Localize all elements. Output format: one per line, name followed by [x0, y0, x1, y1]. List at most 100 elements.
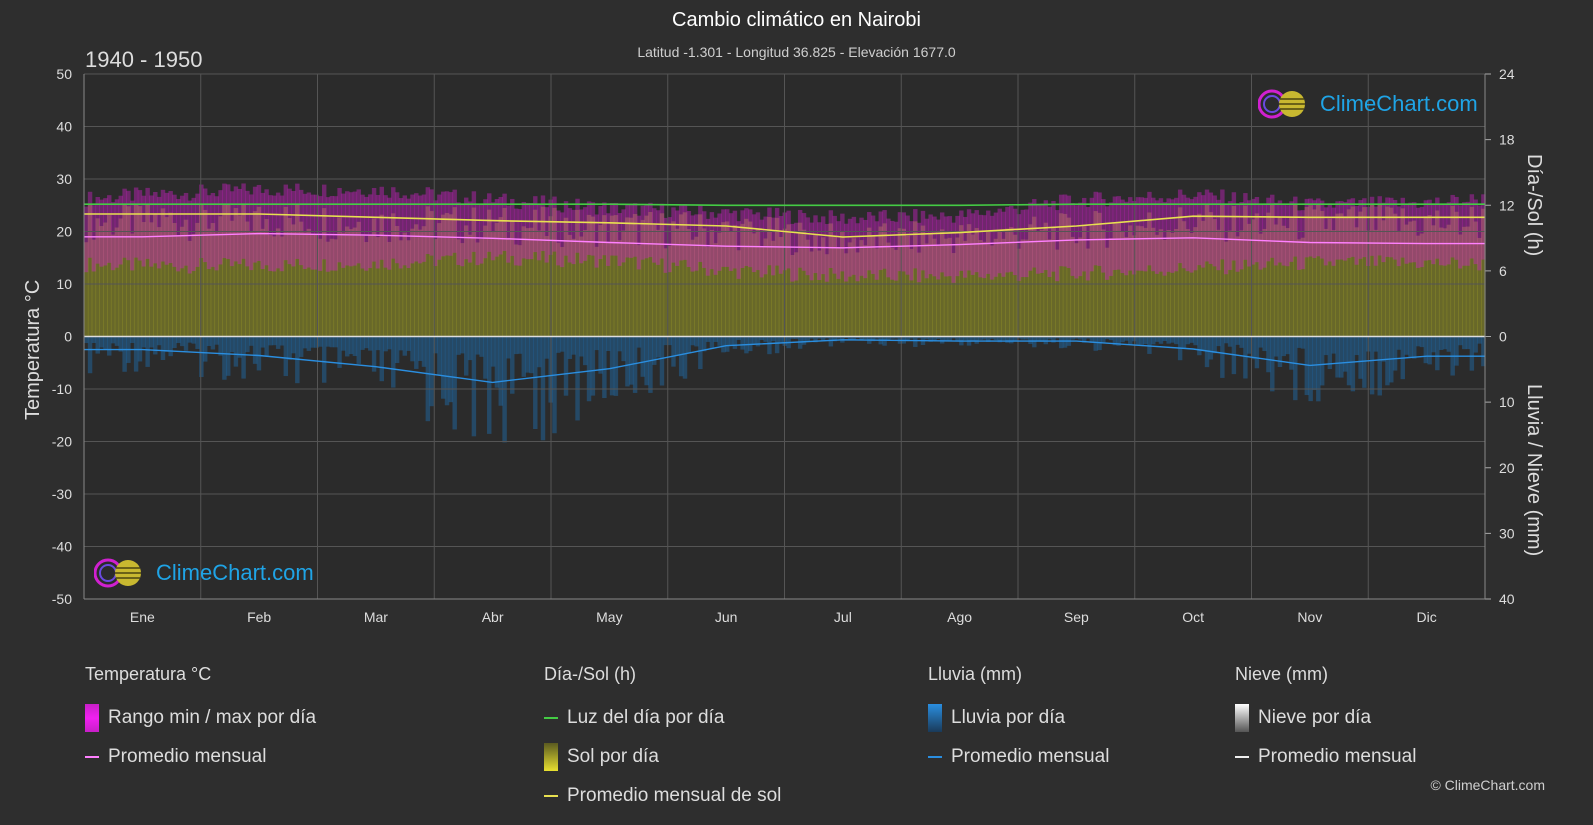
- temp-range-day-bar: [318, 196, 323, 271]
- chart-title: Cambio climático en Nairobi: [672, 9, 921, 31]
- sun-day-bar: [1250, 219, 1256, 337]
- sun-day-bar: [1281, 225, 1287, 337]
- sun-day-bar: [744, 218, 749, 337]
- rain-day-bar: [1465, 336, 1471, 350]
- temp-range-day-bar: [1062, 194, 1068, 267]
- sun-day-bar: [1001, 238, 1006, 337]
- temp-range-day-bar: [878, 211, 883, 271]
- temp-range-day-bar: [1177, 189, 1183, 264]
- sun-day-bar: [920, 225, 926, 337]
- rain-day-bar: [556, 336, 561, 353]
- sun-day-bar: [463, 225, 469, 337]
- temp-range-day-bar: [962, 216, 968, 278]
- temp-range-day-bar: [164, 192, 170, 265]
- sun-day-bar: [1101, 229, 1106, 337]
- rain-day-bar: [1200, 336, 1206, 350]
- temp-range-day-bar: [951, 222, 956, 283]
- temp-range-day-bar: [598, 206, 603, 260]
- temp-range-day-bar: [571, 209, 576, 265]
- temp-range-day-bar: [452, 189, 457, 253]
- month-label: Ago: [947, 609, 972, 625]
- temp-range-day-bar: [118, 195, 123, 265]
- rain-day-bar: [1319, 336, 1325, 386]
- rain-day-bar: [1001, 336, 1006, 340]
- rain-day-bar: [218, 336, 223, 356]
- temp-avg-line: [84, 232, 1485, 249]
- rain-day-bar: [1243, 336, 1248, 379]
- sun-day-bar: [279, 236, 285, 337]
- sun-day-bar: [893, 249, 899, 337]
- sun-day-bar: [394, 226, 400, 337]
- sun-day-bar: [652, 225, 657, 337]
- rain-day-bar: [874, 336, 880, 339]
- logo-bottom[interactable]: ClimeChart.com: [94, 557, 314, 589]
- rain-day-bar: [736, 336, 741, 340]
- temp-range-day-bar: [640, 205, 645, 260]
- rain-day-bar: [682, 336, 688, 379]
- sun-day-bar: [525, 228, 530, 337]
- rain-day-bar: [771, 336, 776, 342]
- temp-range-day-bar: [675, 210, 680, 266]
- sun-day-bar: [1461, 226, 1467, 337]
- rain-day-bar: [1058, 336, 1064, 349]
- temp-range-day-bar: [498, 196, 503, 255]
- temp-range-day-bar: [471, 191, 477, 252]
- rain-day-bar: [241, 336, 246, 379]
- sun-day-bar: [867, 227, 872, 337]
- sun-day-bar: [1458, 234, 1463, 337]
- temp-range-day-bar: [1312, 200, 1317, 259]
- sun-day-bar: [498, 217, 503, 337]
- sun-day-bar: [939, 229, 945, 337]
- rain-day-bar: [252, 336, 258, 364]
- rain-day-bar: [1358, 336, 1363, 379]
- rain-day-bar: [1442, 336, 1448, 350]
- rain-day-bar: [732, 336, 738, 349]
- rain-day-bar: [1101, 336, 1106, 343]
- rain-day-bar: [444, 336, 450, 406]
- temp-range-day-bar: [678, 204, 684, 261]
- temp-range-day-bar: [1262, 203, 1267, 268]
- temp-range-day-bar: [836, 221, 841, 279]
- sun-day-bar: [748, 221, 753, 337]
- temp-range-day-bar: [767, 207, 772, 266]
- sun-day-bar: [797, 222, 803, 337]
- rain-day-bar: [371, 336, 377, 372]
- rain-day-bar: [279, 336, 285, 346]
- temp-range-day-bar: [1112, 196, 1118, 271]
- right-top-tick-label: 18: [1499, 132, 1515, 148]
- sun-day-bar: [1473, 221, 1478, 337]
- rain-day-bar: [659, 336, 665, 386]
- sun-day-bar: [487, 209, 492, 337]
- temp-range-day-bar: [153, 191, 158, 264]
- temp-range-day-bar: [1101, 199, 1106, 273]
- temp-range-day-bar: [1189, 199, 1194, 273]
- sun-day-bar: [1377, 204, 1382, 337]
- temp-range-day-bar: [1327, 203, 1333, 262]
- rain-day-bar: [1423, 336, 1429, 364]
- sun-day-bar: [325, 241, 331, 337]
- legend-rain-title: Lluvia (mm): [928, 664, 1023, 684]
- rain-day-bar: [1312, 336, 1317, 391]
- temp-range-day-bar: [249, 194, 254, 271]
- sun-day-bar: [686, 229, 692, 337]
- legend-rain-avg: Promedio mensual: [928, 737, 1109, 776]
- sun-day-bar: [1316, 204, 1321, 337]
- legend-snow-daily-label: Nieve por día: [1258, 706, 1372, 728]
- sun-day-bar: [886, 242, 891, 337]
- temp-range-day-bar: [863, 219, 868, 279]
- rain-day-bar: [337, 336, 342, 368]
- rain-day-bar: [586, 336, 592, 402]
- sun-day-bar: [321, 208, 327, 337]
- rain-day-bar: [210, 336, 216, 350]
- temp-range-day-bar: [1135, 197, 1141, 271]
- temp-range-day-bar: [341, 193, 346, 268]
- logo-top[interactable]: ClimeChart.com: [1258, 88, 1478, 120]
- rain-day-bar: [1270, 336, 1275, 392]
- sun-day-bar: [901, 228, 907, 337]
- sun-day-bar: [786, 224, 791, 337]
- sun-day-bar: [1066, 217, 1072, 337]
- sun-day-bar: [1423, 216, 1429, 337]
- temp-range-day-bar: [1005, 206, 1010, 273]
- temp-range-day-bar: [652, 208, 657, 263]
- sun-day-bar: [602, 215, 607, 337]
